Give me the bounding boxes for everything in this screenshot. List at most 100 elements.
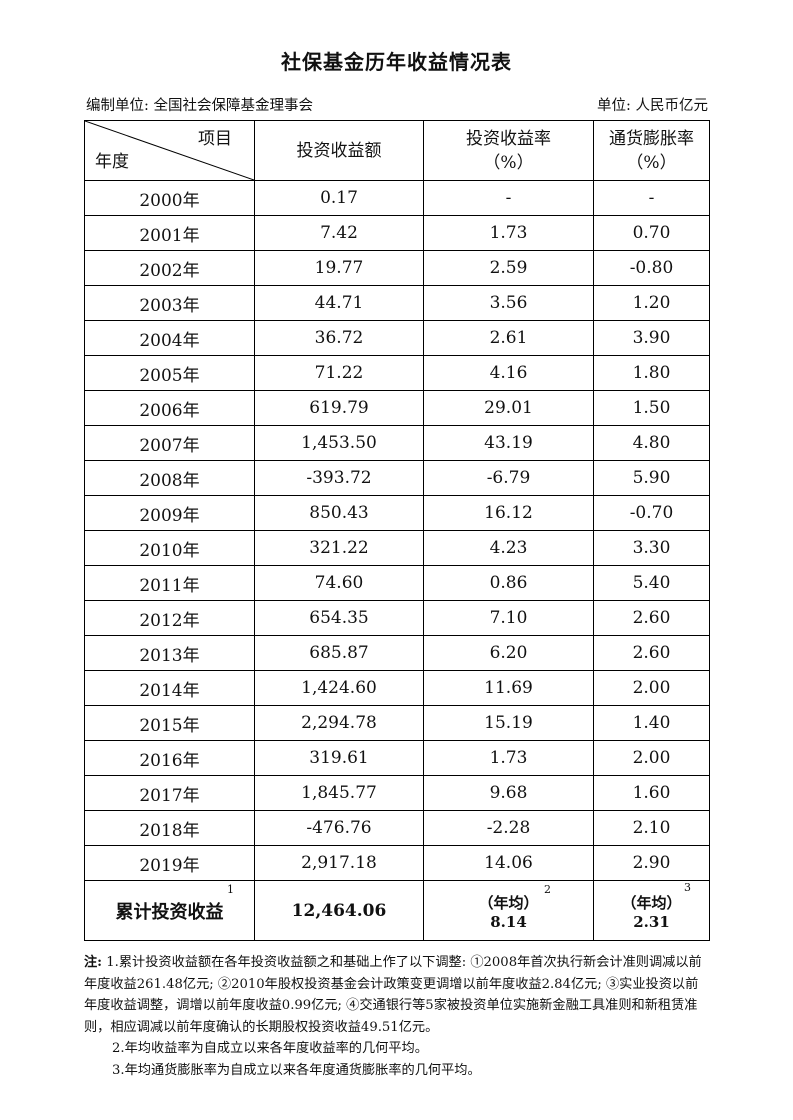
- income-cell: 44.71: [254, 285, 424, 321]
- rate-cell: 6.20: [423, 635, 594, 671]
- income-cell: 319.61: [254, 740, 424, 776]
- total-inflation-footnote: 3: [684, 881, 691, 894]
- total-label-cell: 累计投资收益 1: [84, 880, 255, 941]
- rate-cell: 29.01: [423, 390, 594, 426]
- year-cell: 2014年: [84, 670, 255, 706]
- inflation-cell: -0.80: [593, 250, 710, 286]
- header-inflation-line1: 通货膨胀率: [609, 128, 694, 149]
- rate-cell: 15.19: [423, 705, 594, 741]
- table-row: 2009年 850.43 16.12 -0.70: [84, 495, 710, 531]
- inflation-cell: 2.10: [593, 810, 710, 846]
- header-rate-line1: 投资收益率: [466, 128, 551, 149]
- inflation-cell: 1.50: [593, 390, 710, 426]
- year-cell: 2002年: [84, 250, 255, 286]
- footnote-prefix: 注:: [84, 955, 103, 970]
- table-row: 2014年 1,424.60 11.69 2.00: [84, 670, 710, 706]
- footnotes: 注: 1.累计投资收益额在各年投资收益额之和基础上作了以下调整: ①2008年首…: [84, 952, 709, 1081]
- year-cell: 2001年: [84, 215, 255, 251]
- table-row: 2008年 -393.72 -6.79 5.90: [84, 460, 710, 496]
- table-header-row: 项目 年度 投资收益额 投资收益率 （%） 通货膨胀率 （%）: [84, 120, 710, 181]
- header-rate-line2: （%）: [483, 152, 534, 173]
- rate-cell: 2.59: [423, 250, 594, 286]
- rate-cell: 1.73: [423, 215, 594, 251]
- year-cell: 2003年: [84, 285, 255, 321]
- inflation-cell: 5.40: [593, 565, 710, 601]
- total-rate-footnote: 2: [544, 883, 551, 896]
- inflation-cell: 5.90: [593, 460, 710, 496]
- table-row: 2018年 -476.76 -2.28 2.10: [84, 810, 710, 846]
- inflation-cell: 2.90: [593, 845, 710, 881]
- table-row: 2005年 71.22 4.16 1.80: [84, 355, 710, 391]
- table-row: 2003年 44.71 3.56 1.20: [84, 285, 710, 321]
- income-cell: 71.22: [254, 355, 424, 391]
- total-rate-value: 8.14: [490, 912, 527, 931]
- year-cell: 2012年: [84, 600, 255, 636]
- inflation-cell: 1.20: [593, 285, 710, 321]
- inflation-cell: -0.70: [593, 495, 710, 531]
- year-cell: 2004年: [84, 320, 255, 356]
- table-row: 2011年 74.60 0.86 5.40: [84, 565, 710, 601]
- income-cell: 2,294.78: [254, 705, 424, 741]
- total-label: 累计投资收益: [115, 901, 224, 923]
- year-cell: 2018年: [84, 810, 255, 846]
- total-rate-label: （年均）: [478, 893, 539, 912]
- header-rate: 投资收益率 （%）: [423, 120, 594, 181]
- rate-cell: 14.06: [423, 845, 594, 881]
- diagonal-header-cell: 项目 年度: [84, 120, 255, 181]
- total-inflation-cell: （年均） 2.31 3: [593, 880, 710, 941]
- rate-cell: 16.12: [423, 495, 594, 531]
- income-cell: 850.43: [254, 495, 424, 531]
- inflation-cell: 0.70: [593, 215, 710, 251]
- inflation-cell: 1.60: [593, 775, 710, 811]
- rate-cell: 11.69: [423, 670, 594, 706]
- total-income: 12,464.06: [254, 880, 424, 941]
- unit-label: 单位: 人民币亿元: [597, 98, 708, 114]
- inflation-cell: 3.30: [593, 530, 710, 566]
- table-row: 2015年 2,294.78 15.19 1.40: [84, 705, 710, 741]
- year-cell: 2011年: [84, 565, 255, 601]
- rate-cell: -2.28: [423, 810, 594, 846]
- income-cell: 619.79: [254, 390, 424, 426]
- inflation-cell: 2.00: [593, 740, 710, 776]
- table-row: 2004年 36.72 2.61 3.90: [84, 320, 710, 356]
- year-cell: 2016年: [84, 740, 255, 776]
- income-cell: -393.72: [254, 460, 424, 496]
- income-cell: 1,424.60: [254, 670, 424, 706]
- year-cell: 2013年: [84, 635, 255, 671]
- rate-cell: 1.73: [423, 740, 594, 776]
- table-row: 2012年 654.35 7.10 2.60: [84, 600, 710, 636]
- table-row: 2006年 619.79 29.01 1.50: [84, 390, 710, 426]
- header-inflation-line2: （%）: [626, 152, 677, 173]
- footnote-3: 3.年均通货膨胀率为自成立以来各年度通货膨胀率的几何平均。: [112, 1062, 481, 1078]
- header-year-label: 年度: [95, 152, 129, 172]
- footnote-1: 注: 1.累计投资收益额在各年投资收益额之和基础上作了以下调整: ①2008年首…: [84, 952, 709, 1038]
- inflation-cell: 1.40: [593, 705, 710, 741]
- year-cell: 2005年: [84, 355, 255, 391]
- table-row: 2007年 1,453.50 43.19 4.80: [84, 425, 710, 461]
- income-cell: 1,453.50: [254, 425, 424, 461]
- year-cell: 2009年: [84, 495, 255, 531]
- year-cell: 2015年: [84, 705, 255, 741]
- year-cell: 2017年: [84, 775, 255, 811]
- year-cell: 2006年: [84, 390, 255, 426]
- income-cell: 36.72: [254, 320, 424, 356]
- income-cell: 19.77: [254, 250, 424, 286]
- document-title: 社保基金历年收益情况表: [281, 50, 512, 74]
- table-row: 2010年 321.22 4.23 3.30: [84, 530, 710, 566]
- rate-cell: 7.10: [423, 600, 594, 636]
- total-label-footnote: 1: [227, 883, 234, 896]
- total-row: 累计投资收益 1 12,464.06 （年均） 8.14 2 （年均） 2.31…: [84, 880, 710, 941]
- inflation-cell: 1.80: [593, 355, 710, 391]
- inflation-cell: 2.60: [593, 600, 710, 636]
- rate-cell: 4.16: [423, 355, 594, 391]
- table-row: 2013年 685.87 6.20 2.60: [84, 635, 710, 671]
- year-cell: 2007年: [84, 425, 255, 461]
- income-cell: 654.35: [254, 600, 424, 636]
- rate-cell: 2.61: [423, 320, 594, 356]
- income-cell: 74.60: [254, 565, 424, 601]
- inflation-cell: -: [593, 180, 710, 216]
- total-inflation-value: 2.31: [633, 912, 670, 931]
- table-row: 2001年 7.42 1.73 0.70: [84, 215, 710, 251]
- rate-cell: 43.19: [423, 425, 594, 461]
- rate-cell: 0.86: [423, 565, 594, 601]
